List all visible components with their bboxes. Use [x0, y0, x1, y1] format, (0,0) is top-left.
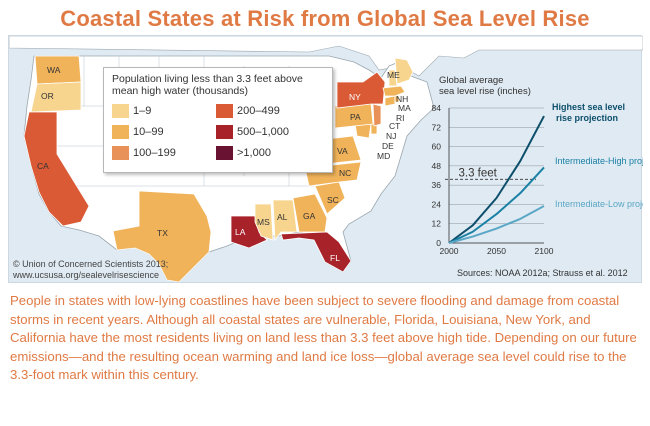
svg-text:FL: FL — [330, 253, 340, 263]
state-NH — [388, 69, 398, 87]
series-line — [448, 166, 545, 244]
state-GA — [292, 193, 328, 233]
y-tick-label: 0 — [436, 238, 441, 248]
svg-text:NJ: NJ — [386, 131, 396, 141]
body-paragraph: People in states with low-lying coastlin… — [10, 293, 637, 383]
state-FL — [280, 231, 352, 273]
svg-text:NY: NY — [349, 92, 361, 102]
y-tick-label: 36 — [432, 180, 442, 190]
svg-text:SC: SC — [327, 195, 339, 205]
credit-line-1: © Union of Concerned Scientists 2013; — [13, 259, 169, 269]
series-line — [448, 115, 545, 244]
svg-text:MS: MS — [257, 217, 270, 227]
legend-label: 100–199 — [133, 147, 176, 159]
svg-text:RI: RI — [396, 113, 405, 123]
legend-label: 500–1,000 — [237, 126, 289, 138]
x-tick-label: 2050 — [487, 246, 506, 256]
y-tick-label: 72 — [432, 122, 442, 132]
state-OR — [30, 81, 82, 113]
series-label: Highest sea level — [552, 102, 625, 112]
map-and-chart-panel: WA OR CA TX LA MS AL GA FL SC NC VA PA N… — [8, 35, 643, 283]
x-tick-label: 2000 — [440, 246, 459, 256]
state-CT — [384, 95, 396, 107]
legend-item: >1,000 — [216, 146, 326, 162]
chart-source: Sources: NOAA 2012a; Strauss et al. 2012 — [457, 268, 628, 278]
state-labels: WA OR CA TX LA MS AL GA FL SC NC VA PA N… — [37, 65, 411, 263]
y-tick-label: 84 — [432, 103, 442, 113]
reference-label: 3.3 feet — [459, 167, 498, 179]
series-line — [448, 205, 545, 244]
svg-text:WA: WA — [47, 65, 61, 75]
svg-text:CA: CA — [37, 161, 49, 171]
series-label: Intermediate-Low projection — [555, 199, 643, 209]
y-tick-label: 60 — [432, 142, 442, 152]
legend-item: 1–9 — [112, 104, 222, 120]
series-label: rise projection — [556, 113, 618, 123]
legend-item: 10–99 — [112, 125, 222, 141]
chart-title: sea level rise (inches) — [439, 86, 531, 97]
legend-label: 10–99 — [133, 126, 164, 138]
state-MA — [382, 85, 406, 97]
map-credit: © Union of Concerned Scientists 2013; ww… — [13, 259, 168, 281]
state-NJ — [372, 103, 382, 127]
svg-text:OR: OR — [41, 91, 54, 101]
credit-line-2: www.ucsusa.org/sealevelrisescience — [13, 270, 160, 280]
state-ME — [394, 57, 414, 85]
svg-text:LA: LA — [235, 227, 246, 237]
svg-text:PA: PA — [350, 112, 361, 122]
coastal-states — [23, 55, 414, 283]
legend-title: Population living less than 3.3 feet abo… — [112, 73, 303, 97]
x-tick-label: 2100 — [535, 246, 554, 256]
svg-text:MA: MA — [398, 103, 411, 113]
series-label: Intermediate-High projection — [555, 156, 643, 166]
legend-label: >1,000 — [237, 147, 271, 159]
svg-text:NC: NC — [339, 168, 351, 178]
legend-swatch — [112, 125, 129, 139]
legend-swatch — [216, 125, 233, 139]
state-MS — [254, 203, 274, 241]
svg-text:AL: AL — [277, 212, 288, 222]
page-title: Coastal States at Risk from Global Sea L… — [60, 6, 590, 31]
legend-item: 500–1,000 — [216, 125, 326, 141]
legend-swatch — [216, 146, 233, 160]
legend-label: 200–499 — [237, 105, 280, 117]
y-tick-label: 12 — [432, 219, 442, 229]
svg-text:VA: VA — [337, 146, 348, 156]
state-CA — [23, 111, 90, 227]
svg-text:GA: GA — [303, 211, 316, 221]
svg-text:DE: DE — [382, 141, 394, 151]
legend-label: 1–9 — [133, 105, 152, 117]
svg-text:ME: ME — [387, 70, 400, 80]
state-RI — [394, 95, 400, 103]
y-tick-label: 48 — [432, 161, 442, 171]
svg-text:MD: MD — [377, 151, 390, 161]
legend-item: 200–499 — [216, 104, 326, 120]
legend-swatch — [112, 104, 129, 118]
legend-item: 100–199 — [112, 146, 222, 162]
chart-title: Global average — [439, 75, 503, 86]
map-legend: Population living less than 3.3 feet abo… — [103, 67, 333, 173]
state-TX — [112, 190, 212, 283]
svg-text:NH: NH — [396, 94, 408, 104]
legend-swatch — [112, 146, 129, 160]
state-AL — [272, 199, 298, 242]
y-tick-label: 24 — [432, 199, 442, 209]
legend-swatch — [216, 104, 233, 118]
svg-text:TX: TX — [157, 228, 168, 238]
svg-text:CT: CT — [389, 121, 400, 131]
